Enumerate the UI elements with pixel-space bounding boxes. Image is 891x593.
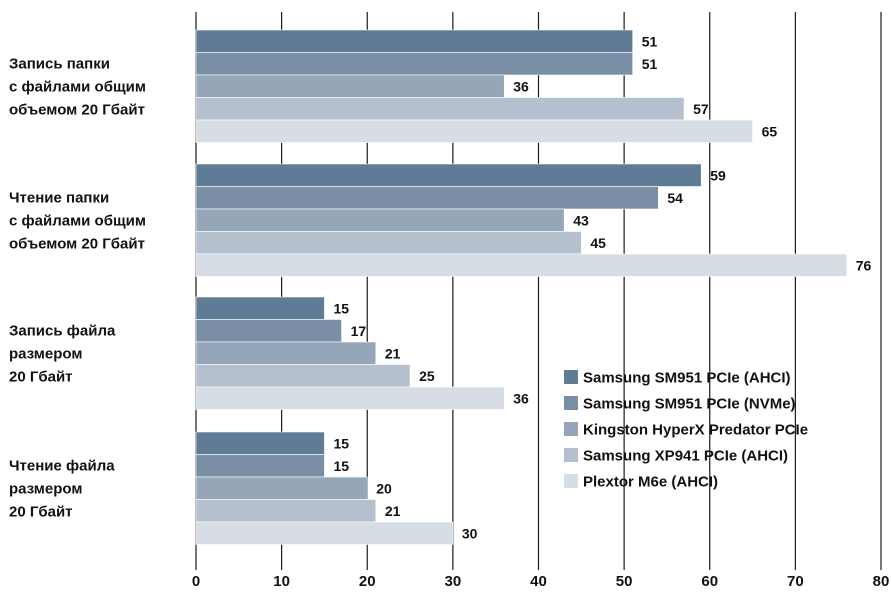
- bar: [195, 74, 505, 98]
- bar-value-label: 51: [642, 56, 658, 72]
- bar: [195, 253, 848, 277]
- bar: [195, 29, 633, 53]
- bar-value-label: 21: [385, 345, 401, 361]
- bar-value-label: 21: [385, 503, 401, 519]
- bar: [195, 341, 377, 365]
- bar: [195, 231, 582, 255]
- bars: [195, 29, 848, 545]
- category-labels: Запись папки с файлами общим объемом 20 Гб…: [9, 55, 146, 520]
- bar-value-label: 43: [573, 212, 589, 228]
- bar: [195, 163, 702, 187]
- legend-label: Samsung SM951 PCIe (NVMe): [583, 396, 796, 413]
- legend-swatch: [564, 448, 578, 462]
- category-label: Запись файла размером 20 Гбайт: [9, 322, 116, 385]
- bar-value-label: 57: [693, 101, 709, 117]
- x-tick-label: 10: [273, 573, 290, 590]
- x-tick-label: 80: [873, 573, 890, 590]
- bar-value-label: 36: [513, 78, 529, 94]
- bar-value-label: 65: [762, 123, 778, 139]
- bar: [195, 431, 325, 455]
- category-label: Чтение папки с файлами общим объемом 20 Гб…: [9, 189, 146, 252]
- bar: [195, 208, 565, 232]
- bar: [195, 521, 454, 545]
- bar-value-label: 17: [351, 323, 367, 339]
- bar-value-label: 51: [642, 33, 658, 49]
- bar: [195, 364, 411, 388]
- bar: [195, 52, 633, 76]
- bar-value-label: 15: [333, 300, 349, 316]
- category-label: Чтение файла размером 20 Гбайт: [9, 457, 115, 520]
- bar-value-label: 59: [710, 167, 726, 183]
- legend-label: Samsung XP941 PCIe (AHCI): [583, 448, 788, 465]
- bar-value-label: 54: [667, 190, 683, 206]
- bar: [195, 319, 342, 343]
- legend-label: Plextor M6e (AHCI): [583, 474, 718, 491]
- legend: Samsung SM951 PCIe (AHCI) Samsung SM951 P…: [564, 370, 808, 491]
- x-tick-label: 60: [701, 573, 718, 590]
- bar: [195, 186, 659, 210]
- x-tick-label: 40: [530, 573, 547, 590]
- bar: [195, 119, 753, 143]
- bar-value-label: 36: [513, 390, 529, 406]
- x-tick-label: 20: [359, 573, 376, 590]
- legend-swatch: [564, 370, 578, 384]
- bar-value-label: 15: [333, 435, 349, 451]
- bar: [195, 296, 325, 320]
- x-tick-label: 0: [192, 573, 200, 590]
- bar: [195, 454, 325, 478]
- x-tick-label: 70: [787, 573, 804, 590]
- x-axis-ticks: 0 10 20 30 40 50 60 70 80: [192, 573, 890, 590]
- legend-swatch: [564, 396, 578, 410]
- bar-value-label: 30: [462, 525, 478, 541]
- bar-value-label: 76: [856, 257, 872, 273]
- bar: [195, 499, 377, 523]
- category-label: Запись папки с файлами общим объемом 20 Гб…: [9, 55, 146, 118]
- bar-value-label: 45: [590, 235, 606, 251]
- legend-swatch: [564, 422, 578, 436]
- bar: [195, 476, 368, 500]
- bar-value-label: 15: [333, 458, 349, 474]
- x-tick-label: 50: [616, 573, 633, 590]
- x-tick-label: 30: [445, 573, 462, 590]
- legend-label: Samsung SM951 PCIe (AHCI): [583, 370, 791, 387]
- bar-value-label: 20: [376, 480, 392, 496]
- bar-value-label: 25: [419, 368, 435, 384]
- bar: [195, 97, 685, 121]
- legend-label: Kingston HyperX Predator PCIe: [583, 422, 808, 439]
- bar: [195, 386, 505, 410]
- legend-swatch: [564, 474, 578, 488]
